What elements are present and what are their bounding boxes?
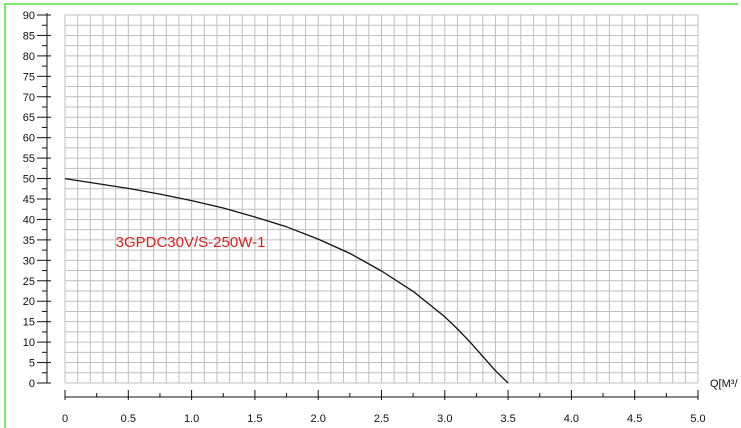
y-tick-label: 25 xyxy=(23,276,35,288)
x-tick-label: 4.5 xyxy=(627,413,642,425)
x-tick-label: 0 xyxy=(62,413,68,425)
x-tick-label: 4.0 xyxy=(564,413,579,425)
y-tick-label: 35 xyxy=(23,235,35,247)
frame-border-left xyxy=(4,3,6,428)
y-tick-label: 55 xyxy=(23,153,35,165)
y-tick-label: 65 xyxy=(23,112,35,124)
y-tick-label: 45 xyxy=(23,194,35,206)
curve-label: 3GPDC30V/S-250W-1 xyxy=(116,234,266,251)
y-tick-label: 90 xyxy=(23,10,35,22)
pump-curve-line xyxy=(64,177,509,384)
x-tick-label: 3.0 xyxy=(437,413,452,425)
x-tick-label: 1.5 xyxy=(247,413,262,425)
y-tick-label: 80 xyxy=(23,51,35,63)
y-tick-label: 75 xyxy=(23,71,35,83)
y-tick-label: 70 xyxy=(23,92,35,104)
x-tick-label: 3.5 xyxy=(500,413,515,425)
y-tick-label: 20 xyxy=(23,296,35,308)
x-tick-label: 0.5 xyxy=(121,413,136,425)
x-tick-label: 2.5 xyxy=(374,413,389,425)
y-tick-label: 0 xyxy=(29,378,35,390)
y-tick-label: 60 xyxy=(23,133,35,145)
y-tick-label: 5 xyxy=(29,358,35,370)
x-tick-label: 2.0 xyxy=(311,413,326,425)
y-tick-label: 30 xyxy=(23,255,35,267)
x-axis-label: Q[M³/ xyxy=(710,378,738,390)
x-tick-label: 1.0 xyxy=(184,413,199,425)
grid xyxy=(64,14,699,384)
y-tick-label: 50 xyxy=(23,174,35,186)
y-tick-label: 10 xyxy=(23,337,35,349)
y-tick-label: 85 xyxy=(23,30,35,42)
tick-labels: 0 5 10 15 20 25 30 35 40 45 50 55 60 65 70 75 80 85 90 0 0.5… xyxy=(23,10,706,425)
curves xyxy=(64,177,509,384)
frame-border-top xyxy=(4,3,738,5)
x-tick-label: 5.0 xyxy=(690,413,705,425)
labels: Q[M³/3GPDC30V/S-250W-1 xyxy=(116,234,739,390)
y-tick-label: 40 xyxy=(23,214,35,226)
axes xyxy=(37,13,699,400)
y-tick-label: 15 xyxy=(23,317,35,329)
